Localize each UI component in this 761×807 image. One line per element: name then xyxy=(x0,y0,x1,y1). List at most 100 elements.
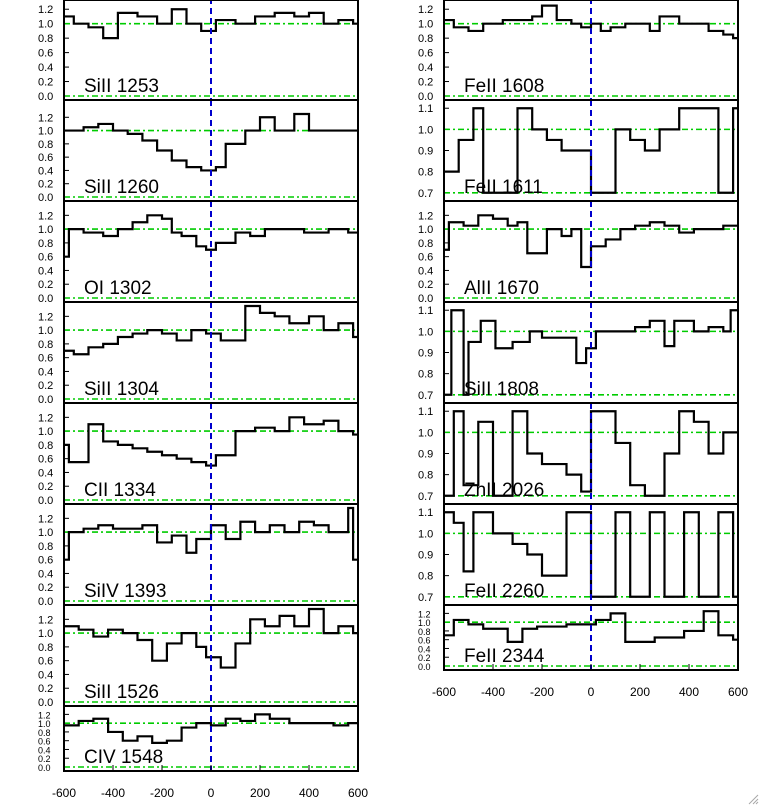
y-tick-label: 1.2 xyxy=(418,4,433,16)
y-tick-label: 0.8 xyxy=(418,470,433,482)
spectrum-histogram xyxy=(64,607,358,669)
y-tick-label: 0.4 xyxy=(38,62,53,74)
y-tick-label: 0.4 xyxy=(418,644,431,654)
spectrum-histogram xyxy=(64,214,358,258)
panel-label: CIV 1548 xyxy=(84,747,163,768)
x-tick-label: 200 xyxy=(250,786,270,800)
y-tick-label: 0.4 xyxy=(418,265,433,277)
y-tick-label: 0.6 xyxy=(38,454,53,466)
y-tick-label: 0.7 xyxy=(418,592,433,604)
x-tick-label: -600 xyxy=(52,786,76,800)
y-tick-label: 0.6 xyxy=(418,48,433,60)
y-tick-label: 0.6 xyxy=(38,48,53,60)
panel-label: OI 1302 xyxy=(84,278,152,299)
y-tick-label: 0.2 xyxy=(38,380,53,392)
y-tick-label: 0.8 xyxy=(418,369,433,381)
panel-oi-1302: 0.0 0.2 0.40.6 0.8 1.0 1.2 OI 1302 xyxy=(38,200,359,305)
panel-label: SiII 1808 xyxy=(464,379,539,400)
panel-label: SiII 1304 xyxy=(84,379,159,400)
y-tick-label: 1.0 xyxy=(38,719,51,729)
y-tick-label: 0.2 xyxy=(418,279,433,291)
panel-feii-1611: 0.7 0.8 0.9 1.0 1.1 FeII 1611 xyxy=(418,99,739,202)
spectrum-histogram xyxy=(444,610,738,643)
y-tick-label: 0.9 xyxy=(418,146,433,158)
y-tick-label: 0.4 xyxy=(38,568,53,580)
y-tick-label: 0.0 xyxy=(38,596,53,608)
y-tick-label: 0.8 xyxy=(38,139,53,151)
y-tick-label: 1.0 xyxy=(38,19,53,31)
y-tick-label: 1.0 xyxy=(418,427,433,439)
y-tick-label: 0.4 xyxy=(38,467,53,479)
panel-label: SiIV 1393 xyxy=(84,581,166,602)
y-tick-label: 0.8 xyxy=(418,571,433,583)
y-tick-label: 0.2 xyxy=(418,77,433,89)
y-tick-label: 1.2 xyxy=(38,210,53,222)
y-tick-label: 1.0 xyxy=(38,224,53,236)
y-tick-label: 1.0 xyxy=(418,618,431,628)
y-tick-label: 0.6 xyxy=(38,152,53,164)
y-tick-label: 1.0 xyxy=(418,224,433,236)
y-tick-label: 1.2 xyxy=(38,311,53,323)
panel-label: SiII 1253 xyxy=(84,76,159,97)
y-tick-label: 0.8 xyxy=(418,167,433,179)
panel-label: FeII 1611 xyxy=(464,177,543,198)
y-tick-label: 0.4 xyxy=(38,265,53,277)
spectrum-histogram xyxy=(444,107,738,194)
x-tick-label: -200 xyxy=(530,685,554,699)
y-tick-label: 1.2 xyxy=(38,710,51,720)
y-tick-label: 0.4 xyxy=(418,62,433,74)
y-tick-label: 0.7 xyxy=(418,188,433,200)
panel-siiv-1393: 0.0 0.2 0.40.6 0.8 1.0 1.2 SiIV 1393 xyxy=(38,503,359,608)
y-tick-label: 1.2 xyxy=(38,513,53,525)
x-tick-label: 600 xyxy=(728,685,748,699)
panel-label: FeII 2260 xyxy=(464,581,544,602)
y-tick-label: 0.0 xyxy=(38,697,53,709)
y-tick-label: 0.8 xyxy=(38,728,51,738)
panel-siii-1808: 0.7 0.8 0.9 1.0 1.1 SiII 1808 xyxy=(418,301,739,404)
y-tick-label: 0.4 xyxy=(38,366,53,378)
y-tick-label: 0.2 xyxy=(38,279,53,291)
y-tick-label: 1.0 xyxy=(418,124,433,136)
x-tick-label: -400 xyxy=(101,786,125,800)
y-tick-label: 1.0 xyxy=(38,325,53,337)
y-tick-label: 0.2 xyxy=(38,179,53,191)
y-tick-label: 0.0 xyxy=(418,91,433,103)
y-tick-label: 0.8 xyxy=(38,238,53,250)
spectrum-histogram xyxy=(444,410,738,497)
resize-grip-icon xyxy=(748,794,759,805)
y-tick-label: 1.2 xyxy=(38,614,53,626)
panel-label: SiII 1260 xyxy=(84,177,159,198)
x-tick-label: 400 xyxy=(299,786,319,800)
y-tick-label: 0.8 xyxy=(418,33,433,45)
y-tick-label: 1.0 xyxy=(38,628,53,640)
y-tick-label: 0.7 xyxy=(418,491,433,503)
y-tick-label: 0.0 xyxy=(38,763,51,773)
y-tick-label: 0.4 xyxy=(38,165,53,177)
panel-label: ZnII 2026 xyxy=(464,480,544,501)
spectrum-histogram xyxy=(64,713,358,744)
y-tick-label: 0.9 xyxy=(418,550,433,562)
y-tick-label: 0.6 xyxy=(38,656,53,668)
y-tick-label: 1.0 xyxy=(38,126,53,138)
spectrum-histogram xyxy=(64,8,358,40)
y-tick-label: 1.0 xyxy=(418,19,433,31)
y-tick-label: 1.2 xyxy=(38,112,53,124)
y-tick-label: 0.9 xyxy=(418,348,433,360)
panel-alii-1670: 0.0 0.2 0.40.6 0.8 1.0 1.2 AlII 1670 xyxy=(418,200,739,305)
spectrum-histogram xyxy=(64,112,358,172)
panel-label: FeII 2344 xyxy=(464,646,545,667)
y-tick-label: 0.0 xyxy=(38,293,53,305)
y-tick-label: 0.8 xyxy=(38,440,53,452)
panel-siii-1253: 0.0 0.2 0.4 0.6 0.8 1.0 1.2 SiII 1253 xyxy=(38,0,359,103)
y-tick-label: 0.2 xyxy=(38,582,53,594)
panel-label: SiII 1526 xyxy=(84,682,159,703)
x-tick-label: 0 xyxy=(588,685,595,699)
y-tick-label: 0.9 xyxy=(418,449,433,461)
y-tick-label: 0.2 xyxy=(418,653,431,663)
y-tick-label: 1.0 xyxy=(418,528,433,540)
y-tick-label: 1.1 xyxy=(418,103,433,115)
y-tick-label: 1.0 xyxy=(38,426,53,438)
spectrum-histogram xyxy=(64,416,358,467)
panel-civ-1548: 0.00.20.40.60.81.01.2 CIV 1548 xyxy=(38,705,359,773)
